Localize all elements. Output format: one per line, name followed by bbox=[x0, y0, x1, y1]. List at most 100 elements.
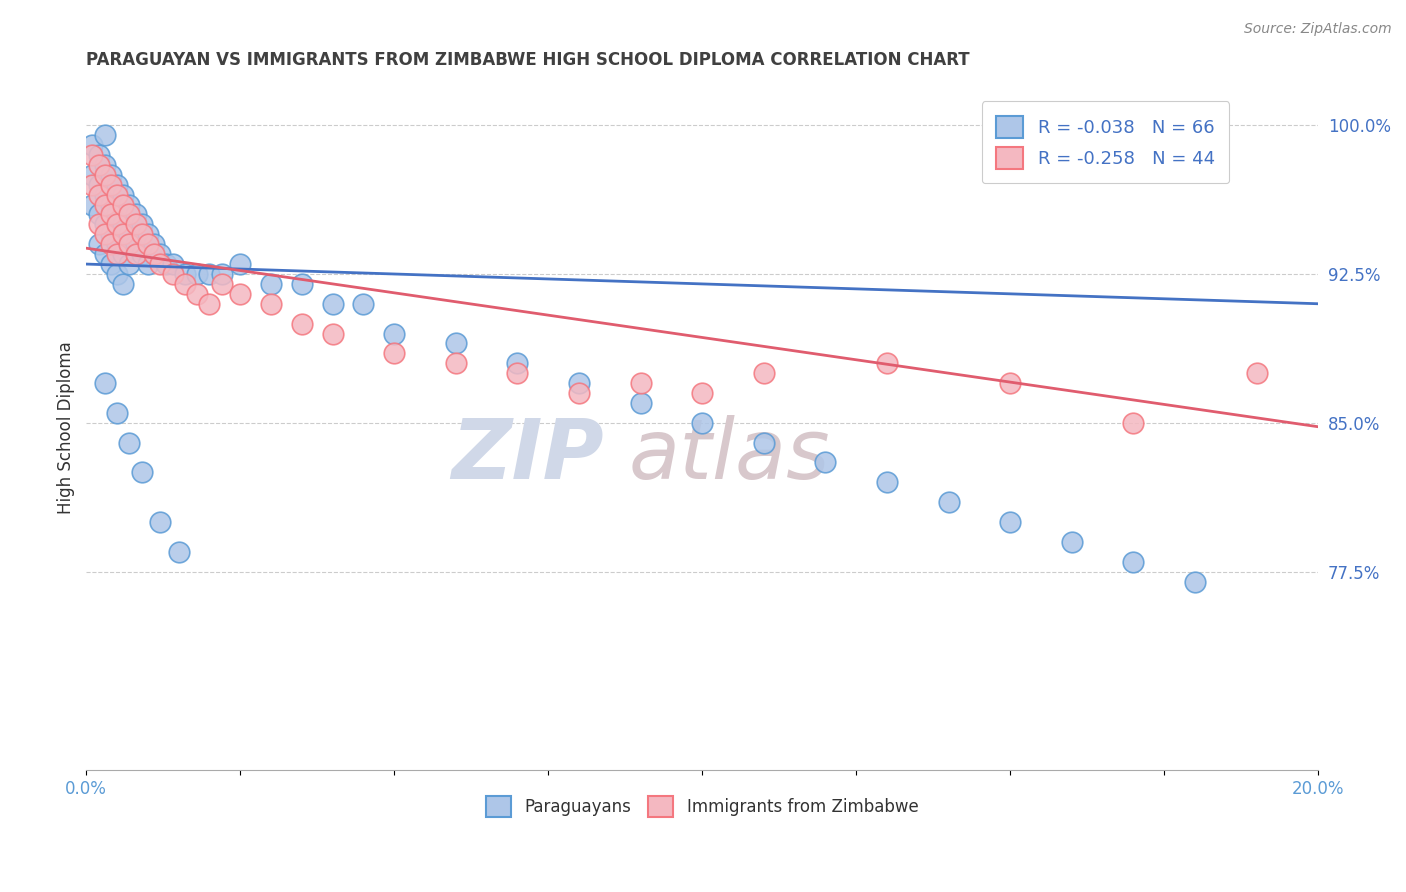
Text: Source: ZipAtlas.com: Source: ZipAtlas.com bbox=[1244, 22, 1392, 37]
Point bbox=[118, 435, 141, 450]
Point bbox=[876, 356, 898, 370]
Point bbox=[155, 257, 177, 271]
Point bbox=[100, 257, 122, 271]
Point bbox=[87, 148, 110, 162]
Point bbox=[690, 386, 713, 401]
Point bbox=[112, 218, 135, 232]
Point bbox=[136, 227, 159, 242]
Point bbox=[568, 376, 591, 391]
Point bbox=[94, 218, 117, 232]
Point bbox=[1122, 555, 1144, 569]
Point bbox=[112, 227, 135, 242]
Point bbox=[568, 386, 591, 401]
Point bbox=[94, 197, 117, 211]
Point bbox=[100, 178, 122, 192]
Point bbox=[124, 237, 146, 252]
Point bbox=[100, 197, 122, 211]
Point bbox=[131, 247, 153, 261]
Point bbox=[167, 545, 190, 559]
Point bbox=[1122, 416, 1144, 430]
Point bbox=[260, 297, 283, 311]
Point bbox=[124, 218, 146, 232]
Point bbox=[382, 326, 405, 341]
Point bbox=[87, 237, 110, 252]
Point bbox=[112, 187, 135, 202]
Point bbox=[100, 227, 122, 242]
Point bbox=[814, 455, 837, 469]
Point bbox=[94, 187, 117, 202]
Point bbox=[118, 197, 141, 211]
Point bbox=[444, 356, 467, 370]
Point bbox=[131, 466, 153, 480]
Point bbox=[105, 207, 128, 221]
Point bbox=[162, 257, 184, 271]
Point bbox=[100, 207, 122, 221]
Point bbox=[1184, 574, 1206, 589]
Point bbox=[112, 277, 135, 291]
Point bbox=[353, 297, 375, 311]
Point bbox=[105, 218, 128, 232]
Point bbox=[1060, 534, 1083, 549]
Point bbox=[124, 207, 146, 221]
Point bbox=[105, 187, 128, 202]
Point bbox=[173, 277, 195, 291]
Point bbox=[1000, 515, 1022, 529]
Point bbox=[198, 267, 221, 281]
Legend: Paraguayans, Immigrants from Zimbabwe: Paraguayans, Immigrants from Zimbabwe bbox=[479, 789, 925, 823]
Point bbox=[752, 435, 775, 450]
Point bbox=[105, 237, 128, 252]
Point bbox=[938, 495, 960, 509]
Point bbox=[94, 158, 117, 172]
Point bbox=[229, 257, 252, 271]
Point bbox=[94, 247, 117, 261]
Point bbox=[506, 366, 529, 380]
Text: PARAGUAYAN VS IMMIGRANTS FROM ZIMBABWE HIGH SCHOOL DIPLOMA CORRELATION CHART: PARAGUAYAN VS IMMIGRANTS FROM ZIMBABWE H… bbox=[86, 51, 970, 69]
Point bbox=[149, 247, 172, 261]
Point bbox=[94, 227, 117, 242]
Point bbox=[82, 168, 104, 182]
Point bbox=[149, 515, 172, 529]
Point bbox=[105, 178, 128, 192]
Point bbox=[82, 138, 104, 153]
Point bbox=[87, 207, 110, 221]
Point bbox=[131, 218, 153, 232]
Point bbox=[506, 356, 529, 370]
Point bbox=[112, 197, 135, 211]
Point bbox=[143, 247, 166, 261]
Point bbox=[752, 366, 775, 380]
Point bbox=[1000, 376, 1022, 391]
Point bbox=[211, 267, 233, 281]
Point bbox=[100, 168, 122, 182]
Text: ZIP: ZIP bbox=[451, 415, 603, 496]
Point bbox=[143, 237, 166, 252]
Point bbox=[112, 247, 135, 261]
Point bbox=[82, 197, 104, 211]
Point bbox=[173, 267, 195, 281]
Point bbox=[186, 286, 208, 301]
Point bbox=[82, 178, 104, 192]
Point bbox=[260, 277, 283, 291]
Point bbox=[630, 396, 652, 410]
Point bbox=[87, 158, 110, 172]
Point bbox=[876, 475, 898, 490]
Point bbox=[94, 128, 117, 142]
Y-axis label: High School Diploma: High School Diploma bbox=[58, 342, 75, 514]
Point bbox=[186, 267, 208, 281]
Point bbox=[105, 247, 128, 261]
Point bbox=[630, 376, 652, 391]
Point bbox=[94, 168, 117, 182]
Text: atlas: atlas bbox=[628, 415, 830, 496]
Point bbox=[198, 297, 221, 311]
Point bbox=[211, 277, 233, 291]
Point bbox=[124, 247, 146, 261]
Point bbox=[118, 227, 141, 242]
Point bbox=[136, 237, 159, 252]
Point bbox=[690, 416, 713, 430]
Point bbox=[105, 267, 128, 281]
Point bbox=[229, 286, 252, 301]
Point bbox=[1246, 366, 1268, 380]
Point bbox=[162, 267, 184, 281]
Point bbox=[82, 148, 104, 162]
Point bbox=[322, 326, 344, 341]
Point bbox=[87, 218, 110, 232]
